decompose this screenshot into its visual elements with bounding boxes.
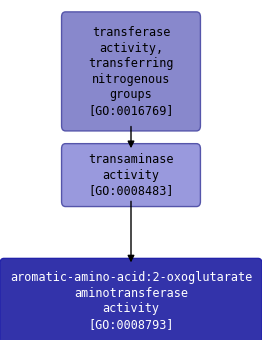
Text: aromatic-amino-acid:2-oxoglutarate
aminotransferase
activity
[GO:0008793]: aromatic-amino-acid:2-oxoglutarate amino… — [10, 271, 252, 330]
FancyBboxPatch shape — [62, 144, 200, 207]
Text: transferase
activity,
transferring
nitrogenous
groups
[GO:0016769]: transferase activity, transferring nitro… — [88, 26, 174, 117]
FancyBboxPatch shape — [0, 258, 262, 340]
Text: transaminase
activity
[GO:0008483]: transaminase activity [GO:0008483] — [88, 153, 174, 197]
FancyBboxPatch shape — [62, 12, 200, 131]
